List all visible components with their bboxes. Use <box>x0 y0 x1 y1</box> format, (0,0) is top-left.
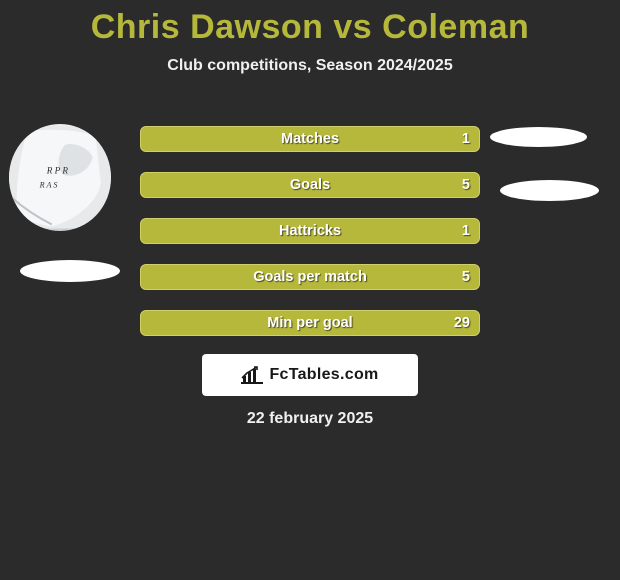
stat-bar <box>140 172 480 198</box>
stat-bar <box>140 218 480 244</box>
page-title: Chris Dawson vs Coleman <box>0 0 620 47</box>
player-right-name-placeholder-1 <box>490 127 587 147</box>
brand-text: FcTables.com <box>269 366 378 384</box>
player-left-name-placeholder <box>20 260 120 282</box>
stat-bar <box>140 310 480 336</box>
svg-text:R P R: R P R <box>46 165 69 175</box>
jersey-image: R P R R A S <box>9 124 111 231</box>
stat-row-matches: Matches 1 <box>140 126 480 152</box>
bar-chart-icon <box>241 366 263 384</box>
stat-row-hattricks: Hattricks 1 <box>140 218 480 244</box>
stat-bar <box>140 264 480 290</box>
player-right-name-placeholder-2 <box>500 180 599 201</box>
svg-text:R A S: R A S <box>39 181 58 190</box>
stat-row-mpg: Min per goal 29 <box>140 310 480 336</box>
date-text: 22 february 2025 <box>0 410 620 428</box>
stats-panel: Matches 1 Goals 5 Hattricks 1 Goals per … <box>140 126 480 356</box>
stat-row-goals: Goals 5 <box>140 172 480 198</box>
brand-box[interactable]: FcTables.com <box>202 354 418 396</box>
page-subtitle: Club competitions, Season 2024/2025 <box>0 57 620 75</box>
stat-row-gpm: Goals per match 5 <box>140 264 480 290</box>
player-left-avatar: R P R R A S <box>9 124 111 231</box>
stat-bar <box>140 126 480 152</box>
